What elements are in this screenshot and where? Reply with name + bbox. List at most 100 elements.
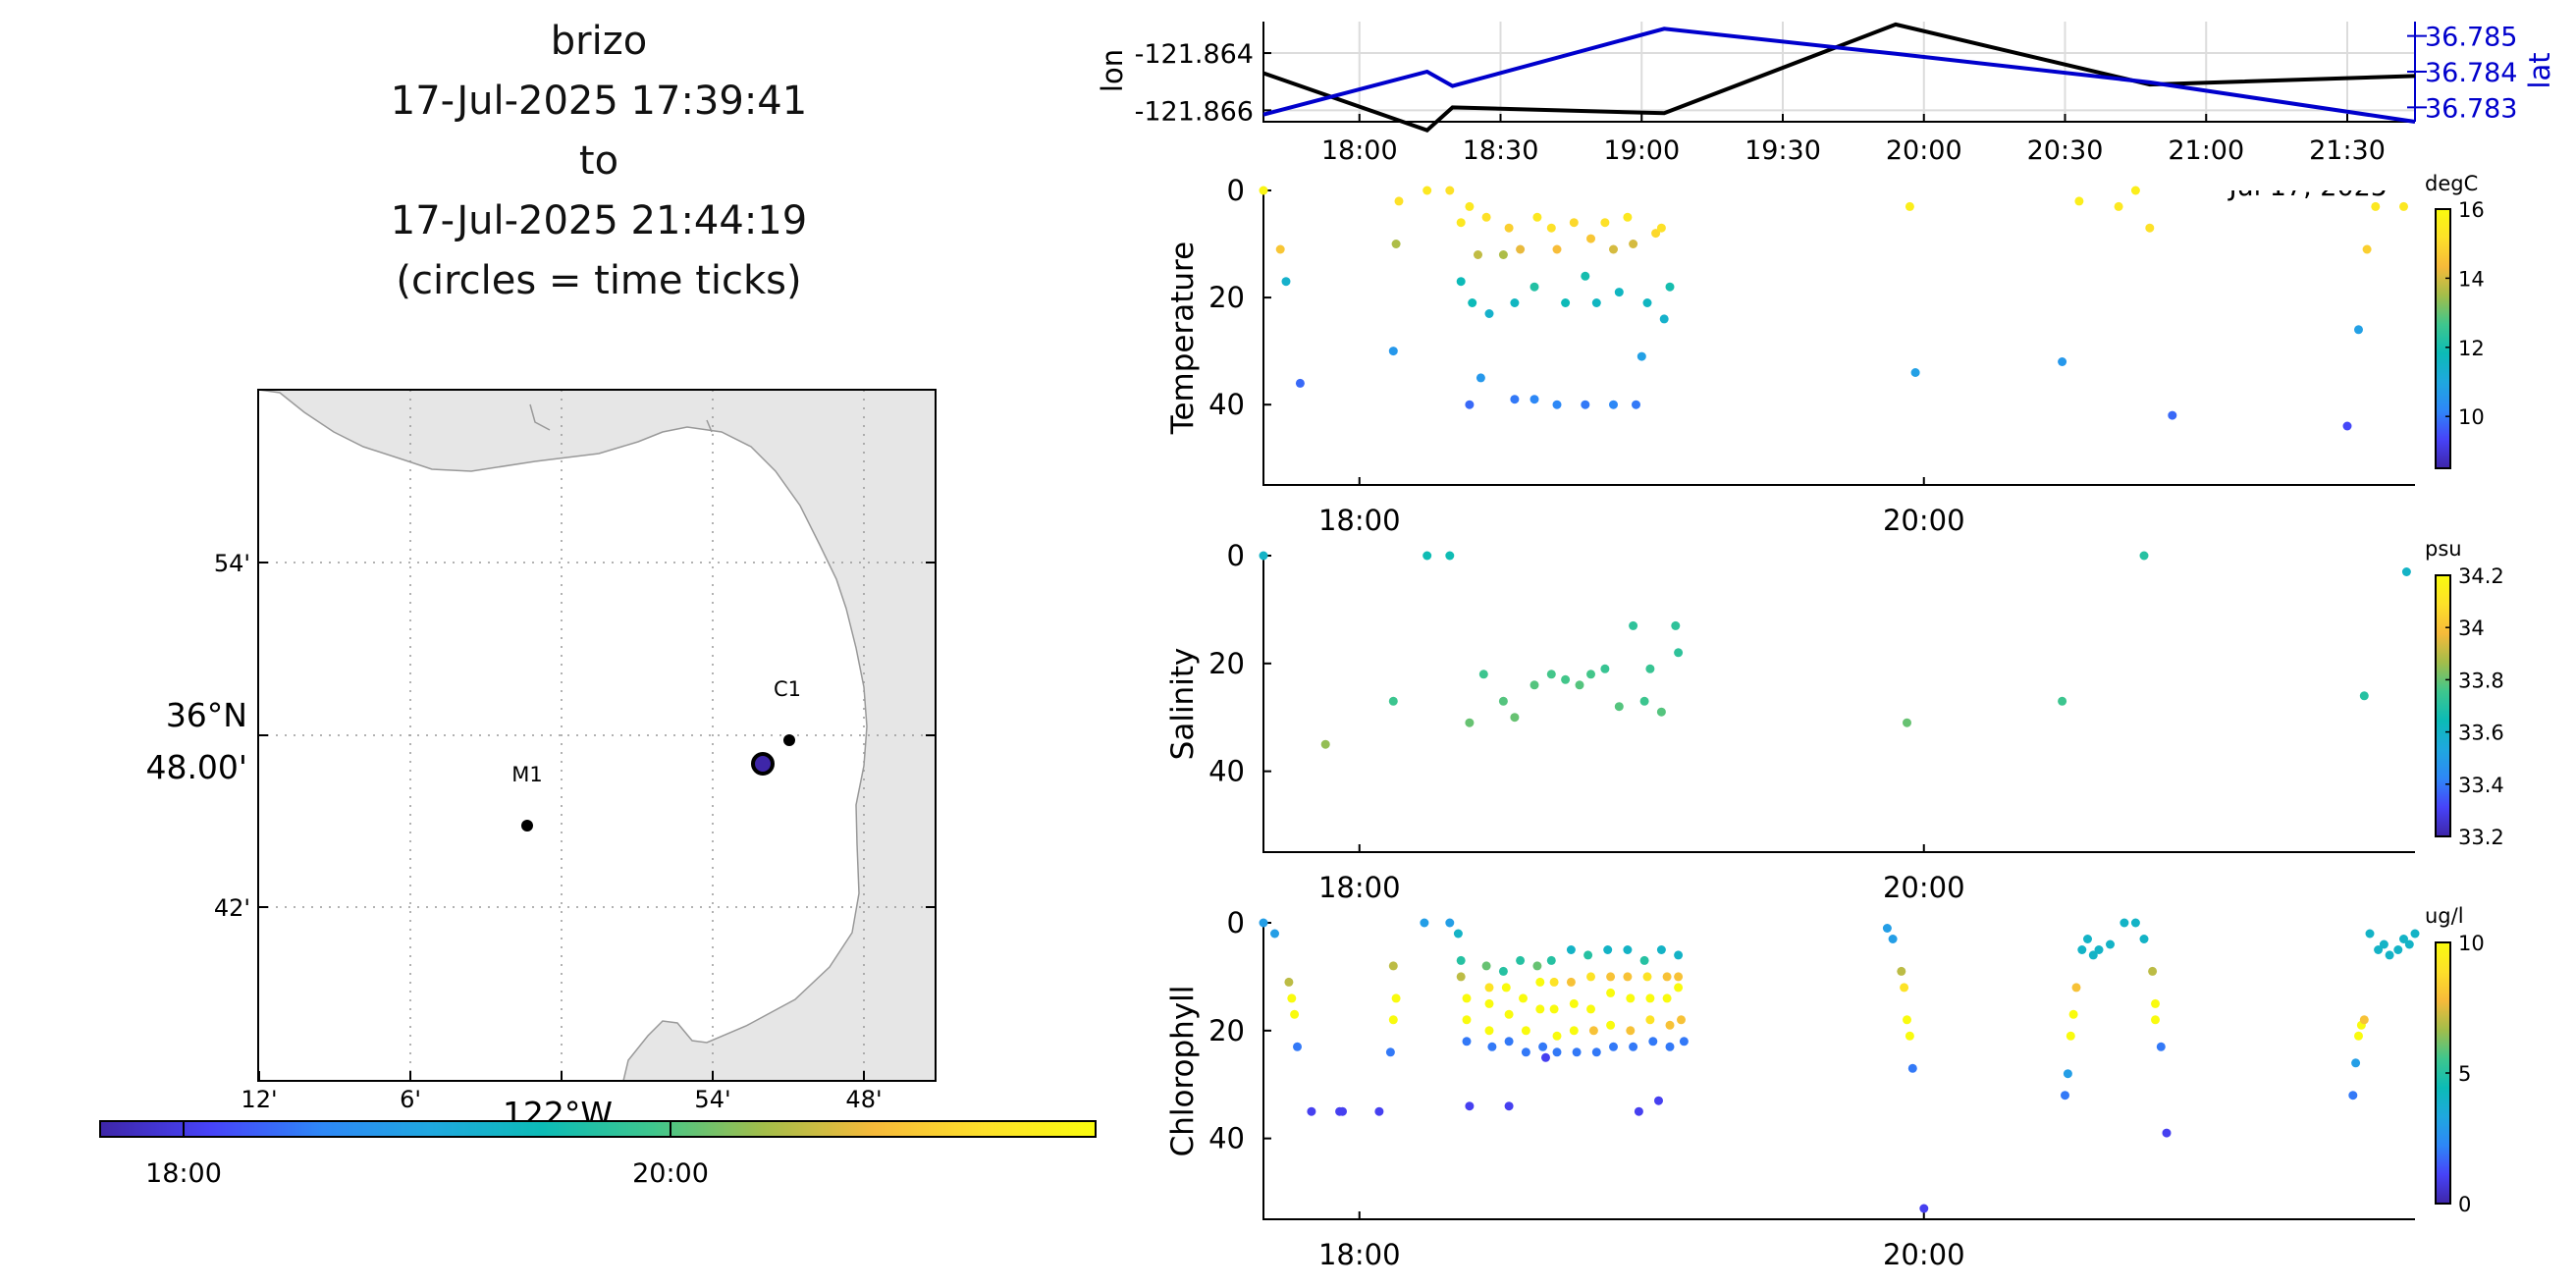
lon-ytick-label: -121.864 [1135, 39, 1254, 70]
chlorophyll-point [1674, 950, 1684, 960]
chlorophyll-point [1549, 1004, 1559, 1014]
glider-name: brizo [550, 19, 648, 64]
chlorophyll-point [1516, 955, 1526, 965]
chlorophyll-point [2068, 1009, 2078, 1019]
salinity-point [1422, 551, 1432, 561]
chlorophyll-point [1642, 972, 1652, 982]
chlorophyll-point [1532, 961, 1542, 971]
chlorophyll-point [1487, 1042, 1497, 1051]
temperature-point [1532, 212, 1542, 222]
temperature-point [1530, 395, 1539, 404]
chlorophyll-point [1504, 1009, 1514, 1019]
temperature-point [1476, 373, 1485, 383]
salinity-point [1445, 551, 1455, 561]
temperature-point [1642, 298, 1652, 307]
temperature-point [1546, 223, 1556, 233]
salinity-axes [1262, 556, 2415, 853]
chlorophyll-point [1645, 993, 1655, 1003]
chlorophyll-xtick-label: 18:00 [1318, 1238, 1401, 1271]
lat-ytick-label: 36.783 [2425, 93, 2517, 124]
chlorophyll-point [1629, 1042, 1638, 1051]
temperature-point [1388, 347, 1398, 356]
temperature-point [1659, 314, 1669, 324]
temperature-ytick-label: 0 [1227, 174, 1245, 207]
salinity-point [2359, 691, 2369, 701]
salinity-point [1320, 739, 1330, 749]
chlorophyll-point [1484, 998, 1494, 1008]
chlorophyll-point [2393, 945, 2403, 954]
temperature-point [2168, 410, 2177, 420]
glider-track-marker [751, 752, 775, 776]
lat-center-label-min: 48.00' [145, 748, 247, 786]
lon-label-48: 48' [845, 1086, 882, 1113]
temperature-point [2342, 421, 2352, 431]
chlorophyll-point [1566, 977, 1576, 987]
chlorophyll-point [2379, 939, 2388, 949]
chlorophyll-point [1484, 1026, 1494, 1036]
chlorophyll-point [1882, 924, 1892, 933]
temperature-point [1569, 218, 1579, 228]
series-line-lon [1262, 22, 2416, 133]
temperature-point [1456, 218, 1466, 228]
temperature-point [1530, 282, 1539, 292]
chlorophyll-point [1504, 1037, 1514, 1046]
temperature-point [1481, 212, 1491, 222]
chlorophyll-point [1583, 950, 1593, 960]
chlorophyll-point [1552, 1047, 1562, 1057]
chlorophyll-point [1465, 1101, 1475, 1111]
chlorophyll-colorbar-label: 5 [2458, 1062, 2471, 1086]
chlorophyll-point [1538, 1042, 1548, 1051]
salinity-point [1478, 670, 1488, 679]
salinity-point [1498, 696, 1508, 706]
temperature-point [1516, 244, 1526, 254]
salinity-point [2139, 551, 2149, 561]
chlorophyll-point [2156, 1042, 2166, 1051]
lat-label-42: 42' [214, 894, 250, 922]
salinity-point [1903, 718, 1911, 727]
temperature-ytick-label: 20 [1208, 281, 1245, 314]
title-note: (circles = time ticks) [396, 258, 802, 303]
chlorophyll-point [1656, 945, 1666, 954]
salinity-point [1465, 718, 1475, 727]
temperature-point [1295, 378, 1305, 388]
temperature-colorbar-label: 12 [2458, 337, 2485, 360]
chlorophyll-point [1586, 972, 1595, 982]
chlorophyll-point [1623, 972, 1633, 982]
chlorophyll-colorbar-label: 0 [2458, 1193, 2471, 1216]
chlorophyll-point [1481, 961, 1491, 971]
chlorophyll-point [1679, 1037, 1689, 1046]
temperature-point [2371, 201, 2381, 211]
chlorophyll-point [1456, 972, 1466, 982]
chlorophyll-point [1586, 1004, 1595, 1014]
salinity-panel: 0 20 40 18:00 20:00 Salinity 33.2 33.4 33.6 33.8 3… [1165, 537, 2504, 904]
chlorophyll-point [2071, 983, 2081, 993]
date-label-mask [1264, 169, 2418, 190]
temperature-point [2354, 325, 2363, 335]
chlorophyll-point [1662, 993, 1672, 1003]
chlorophyll-point [1521, 1047, 1530, 1057]
chlorophyll-point [1549, 977, 1559, 987]
salinity-point [1388, 696, 1398, 706]
lonlat-xtick-label: 21:00 [2168, 135, 2244, 166]
map-grid [258, 390, 936, 1081]
chlorophyll-point [2063, 1069, 2072, 1079]
chlorophyll-point [1462, 1015, 1472, 1025]
land-coast [258, 390, 936, 1081]
salinity-point [1530, 680, 1539, 690]
temperature-point [1465, 201, 1475, 211]
chlorophyll-point [2399, 935, 2408, 943]
map-ticks [258, 562, 936, 1081]
series-line-lat [1262, 27, 2416, 124]
salinity-point [1671, 620, 1681, 630]
chlorophyll-point [1588, 1026, 1598, 1036]
salinity-colorbar-label: 33.8 [2458, 669, 2504, 692]
salinity-colorbar [2435, 574, 2451, 837]
temperature-xtick-label: 18:00 [1318, 504, 1401, 537]
lonlat-series [1262, 22, 2416, 133]
temperature-point [2145, 223, 2155, 233]
chlorophyll-point [2130, 918, 2140, 928]
chlorophyll-point [2066, 1031, 2075, 1041]
chlorophyll-point [1293, 1042, 1302, 1051]
time-colorbar-label-2000: 20:00 [632, 1158, 709, 1189]
chlorophyll-point [2374, 945, 2384, 954]
